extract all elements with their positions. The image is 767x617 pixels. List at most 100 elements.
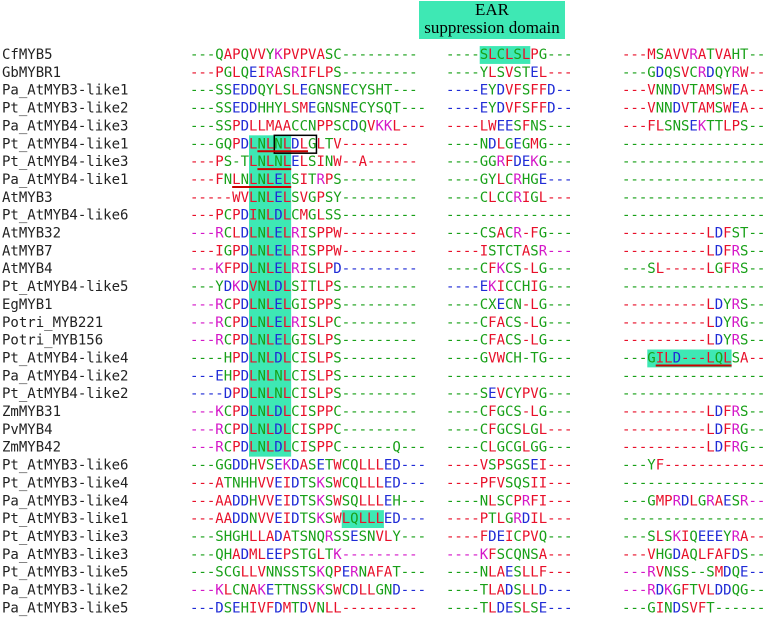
sequence-segment: ----EYDVFSFFD--	[446, 83, 572, 99]
sequence-name: AtMYB32	[2, 226, 61, 242]
sequence-segment: ---DSEHIVFDMTDVNLL---------	[190, 600, 418, 616]
sequence-segment: ----CXECN-LG---	[446, 297, 572, 313]
sequence-segment: ---YDKDVNLDLSITLPS---------	[190, 279, 418, 295]
sequence-name: Pa_AtMYB4-like2	[2, 368, 128, 384]
sequence-segment: ------------------	[622, 172, 767, 188]
sequence-segment: ------------------	[622, 136, 767, 152]
sequence-segment: ---RCLDLNLELRISPPW---------	[190, 226, 418, 242]
sequence-segment: ----PTLGRDIL---	[446, 511, 572, 527]
sequence-segment: ---YF-------------	[622, 458, 767, 474]
sequence-segment: ----LWEESFNS---	[446, 118, 572, 134]
sequence-segment: ---------------	[446, 208, 572, 224]
sequence-name: Potri_MYB221	[2, 315, 103, 331]
sequence-name: Pt_AtMYB4-like2	[2, 386, 128, 402]
sequence-segment: ----CLCCRIGL---	[446, 190, 572, 206]
sequence-name: Pt_AtMYB3-like4	[2, 475, 128, 491]
sequence-segment: ------------------	[622, 368, 767, 384]
header-box	[419, 1, 565, 39]
sequence-name: Pa_AtMYB3-like4	[2, 493, 128, 509]
sequence-segment: ---GGDDHVSEKDASETWCQLLLED---	[190, 458, 426, 474]
sequence-segment: ----CLGCGLGG---	[446, 440, 572, 456]
sequence-segment: ---GILD---LQLSA---	[622, 350, 767, 366]
sequence-segment: ----YLSVSTEL---	[446, 65, 572, 81]
sequence-name: PvMYB4	[2, 422, 53, 438]
highlights	[232, 46, 732, 529]
sequence-segment: ----CFGCS-LG---	[446, 404, 572, 420]
sequence-name: AtMYB3	[2, 190, 53, 206]
sequence-segment: ---SSPDLLMAACCNPPSCDQVKKL---	[190, 118, 426, 134]
sequence-name: Pa_AtMYB3-like3	[2, 547, 128, 563]
domain-highlight	[341, 510, 384, 529]
sequence-segment: ----------LDYRS---	[622, 297, 767, 313]
sequence-segment: ----------LDFRG---	[622, 440, 767, 456]
sequence-name: Pt_AtMYB3-like6	[2, 458, 128, 474]
sequence-segment: ----EYDVFSFFD--	[446, 101, 572, 117]
header-subtitle: suppression domain	[424, 18, 560, 37]
sequence-segment: ---FNLNLNLELSITRPS---------	[190, 172, 418, 188]
alignment-rows: CfMYB5 ---QAPQVVYKPVPVASC--------- ----SLC…	[2, 47, 767, 616]
sequence-segment: ---RVNSS--SMDQE---	[622, 565, 767, 581]
sequence-name: Pt_AtMYB4-like5	[2, 279, 128, 295]
sequence-name: Pa_AtMYB3-like1	[2, 83, 128, 99]
sequence-segment: ---ATNHHVVEIDTSKSWCQLLLED---	[190, 475, 426, 491]
sequence-segment: ----GYLCRHGE---	[446, 172, 572, 188]
sequence-segment: ------------------	[622, 208, 767, 224]
sequence-segment: ---VNNDVTAMSWEA---	[622, 83, 767, 99]
sequence-segment: ------------------	[622, 511, 767, 527]
sequence-name: Pt_AtMYB3-like1	[2, 511, 128, 527]
sequence-segment: ---SL-----LGFRS---	[622, 261, 767, 277]
sequence-name: Pt_AtMYB4-like1	[2, 136, 128, 152]
sequence-segment: ---RCPDLNLELGISPPS---------	[190, 297, 418, 313]
sequence-segment: ---AADDHVVEIDTSKSWSQLLLEH---	[190, 493, 426, 509]
domain-highlight	[647, 349, 732, 368]
sequence-segment: ----GGRFDEKG---	[446, 154, 572, 170]
sequence-segment: ---GQPDLNLNLDLGLTV--------	[190, 136, 409, 152]
sequence-segment: ----TLDESLSE---	[446, 600, 572, 616]
sequence-name: Pt_AtMYB4-like6	[2, 208, 128, 224]
sequence-segment: ---GMPRDLGRAESR---	[622, 493, 767, 509]
sequence-name: ZmMYB42	[2, 440, 61, 456]
sequence-name: Pa_AtMYB3-like5	[2, 600, 128, 616]
sequence-segment: ---RCPDLNLDLCISPPC------Q---	[190, 440, 426, 456]
sequence-segment: ---SLSKIQEEEYRA---	[622, 529, 767, 545]
sequence-segment: ------------------	[622, 386, 767, 402]
sequence-segment: ----NDLGEGMG---	[446, 136, 572, 152]
sequence-segment: ---SSEDDQYLSLEGNSNECYSHT---	[190, 83, 418, 99]
sequence-segment: ---VHGDAQLFAFDS---	[622, 547, 767, 563]
sequence-segment: ----KFSCQNSA---	[446, 547, 572, 563]
sequence-name: Pa_AtMYB4-like3	[2, 118, 128, 134]
sequence-segment: ---PGLQEIRASRIFLPS---------	[190, 65, 418, 81]
sequence-segment: ---AADDNVVEIDTSKSWLQLLLED---	[190, 511, 426, 527]
sequence-segment: ----SEVCYPVG---	[446, 386, 572, 402]
domain-highlight	[249, 135, 292, 457]
sequence-segment: ---QHADMLEEPSTGLTK---------	[190, 547, 418, 563]
sequence-name: AtMYB4	[2, 261, 53, 277]
sequence-segment: ---MSAVVRATVAHT---	[622, 47, 767, 63]
sequence-segment: ----ISTCTASR---	[446, 243, 572, 259]
sequence-segment: ----DPDLNLNLCISLPS---------	[190, 386, 418, 402]
sequence-segment: ---KLCNAKETTNSSKSWCDLLGND---	[190, 583, 426, 599]
sequence-segment: ----------LDFRG---	[622, 422, 767, 438]
sequence-segment: ---SHGHLLADATSNQRSSESNVLY---	[190, 529, 426, 545]
sequence-name: Pt_AtMYB3-like2	[2, 101, 128, 117]
sequence-segment: ----------LDYRS---	[622, 333, 767, 349]
sequence-segment: ---VNNDVTAMSWEA---	[622, 101, 767, 117]
sequence-name: EgMYB1	[2, 297, 53, 313]
sequence-segment: ---RCPDLNLELGISLPS---------	[190, 333, 418, 349]
sequence-name: Potri_MYB156	[2, 333, 103, 349]
sequence-segment: ----GVWCH-TG---	[446, 350, 572, 366]
sequence-segment: ----SLCLSLPG---	[446, 47, 572, 63]
sequence-segment: ----CFACS-LG---	[446, 315, 572, 331]
sequence-segment: ---RCPDLNLELRISLPC---------	[190, 315, 418, 331]
sequence-segment: ---GDQSVCRDQYRW---	[622, 65, 767, 81]
sequence-segment: ---QAPQVVYKPVPVASC---------	[190, 47, 418, 63]
sequence-segment: ----------LDFRS---	[622, 243, 767, 259]
sequence-name: Pa_AtMYB4-like1	[2, 172, 128, 188]
sequence-segment: ----CSACR-FG---	[446, 226, 572, 242]
sequence-segment: ------------------	[622, 154, 767, 170]
sequence-segment: ----PFVSQSII---	[446, 475, 572, 491]
sequence-segment: ------------------	[622, 475, 767, 491]
sequence-segment: ----CFACS-LG---	[446, 333, 572, 349]
sequence-name: GbMYBR1	[2, 65, 61, 81]
